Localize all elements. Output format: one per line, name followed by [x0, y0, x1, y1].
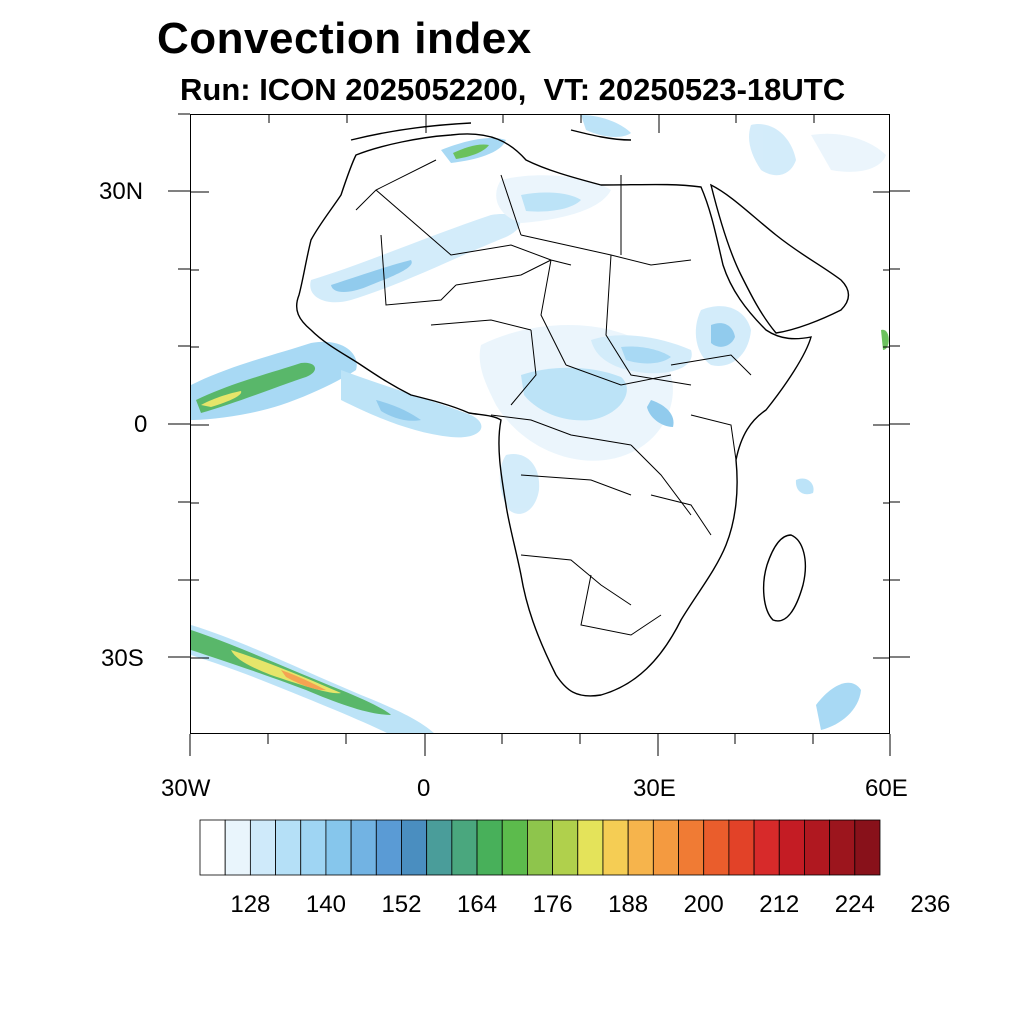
colorbar-swatch: [300, 819, 327, 876]
colorbar-swatch: [501, 819, 528, 876]
colorbar-swatch: [426, 819, 453, 876]
colorbar-swatch: [678, 819, 705, 876]
colorbar-swatch: [652, 819, 679, 876]
colorbar-swatch: [527, 819, 553, 876]
xtick-label-0: 0: [417, 775, 431, 802]
inner-ticks: [191, 115, 889, 659]
colorbar-swatch: [476, 819, 503, 876]
colorbar-swatch: [829, 819, 856, 876]
ytick-label-30s: 30S: [101, 645, 144, 672]
xtick-label-30e: 30E: [633, 775, 676, 802]
colorbar-label: 224: [835, 891, 875, 918]
colorbar-swatch: [627, 819, 654, 876]
colorbar-swatch: [275, 819, 302, 876]
colorbar-swatch: [804, 819, 831, 876]
colorbar-swatch: [375, 819, 402, 876]
chart-subtitle: Run: ICON 2025052200, VT: 20250523-18UTC: [180, 72, 846, 107]
xtick-label-60e: 60E: [865, 775, 908, 802]
colorbar-swatch: [224, 819, 251, 876]
colorbar-swatch: [199, 819, 226, 876]
africa-map: [191, 115, 889, 733]
colorbar-swatch: [753, 819, 780, 876]
colorbar-label: 164: [457, 891, 497, 918]
ytick-label-30n: 30N: [99, 178, 144, 205]
colorbar-swatch: [451, 819, 478, 876]
colorbar-label: 128: [230, 891, 270, 918]
colorbar-swatch: [728, 819, 755, 876]
colorbar-label: 176: [533, 891, 573, 918]
colorbar-swatch: [401, 819, 428, 876]
country-borders: [355, 159, 752, 636]
colorbar-label: 236: [910, 891, 950, 918]
colorbar-swatch: [249, 819, 276, 876]
colorbar-swatch: [350, 819, 377, 876]
colorbar-label: 188: [608, 891, 648, 918]
colorbar-label: 152: [381, 891, 421, 918]
chart-title: Convection index: [157, 14, 532, 63]
colorbar-swatch: [854, 819, 881, 876]
colorbar-swatch: [703, 819, 730, 876]
colorbar-label: 200: [684, 891, 724, 918]
convection-field: [191, 115, 889, 733]
ytick-label-0: 0: [134, 411, 148, 438]
colorbar-swatch: [602, 819, 629, 876]
coastlines: [295, 122, 850, 697]
xtick-label-30w: 30W: [161, 775, 211, 802]
colorbar-swatch: [778, 819, 805, 876]
colorbar-swatch: [577, 819, 604, 876]
colorbar-label: 140: [306, 891, 346, 918]
colorbar-swatch: [325, 819, 352, 876]
map-panel: [190, 114, 890, 734]
colorbar-label: 212: [759, 891, 799, 918]
colorbar-swatch: [552, 819, 579, 876]
